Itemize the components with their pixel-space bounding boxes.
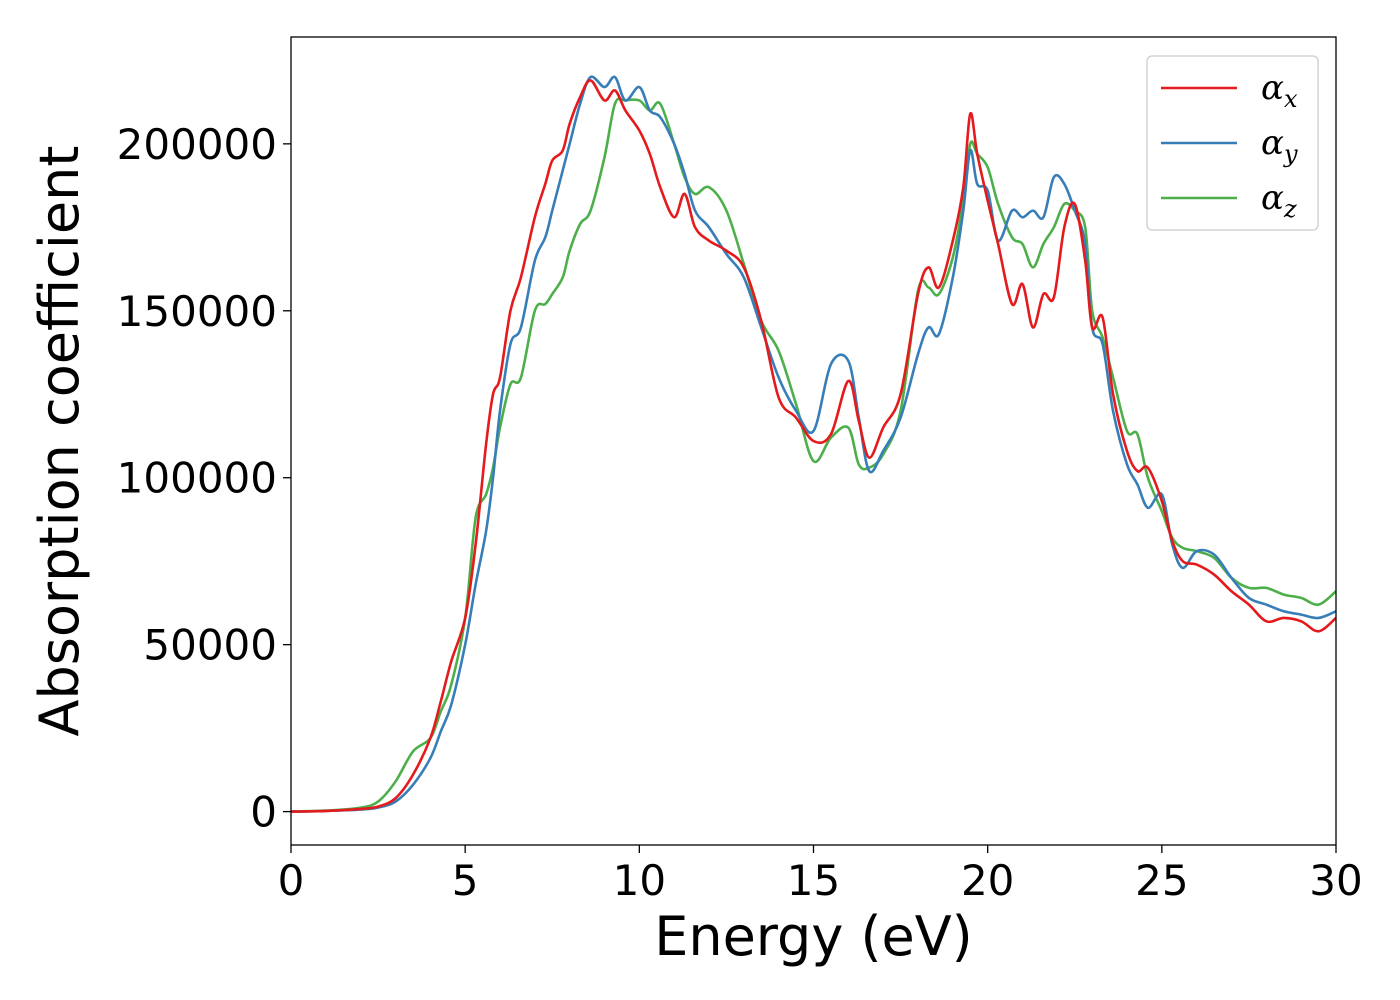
x-tick-label: 15 — [787, 856, 840, 905]
x-tick-label: 30 — [1309, 856, 1362, 905]
x-tick-label: 20 — [961, 856, 1014, 905]
legend-label-x: αx — [1261, 68, 1298, 113]
legend: αx αy αz — [1146, 55, 1319, 231]
legend-label-z: αz — [1261, 178, 1297, 223]
series-layer — [291, 75, 1336, 813]
series-line-x — [291, 79, 1336, 813]
y-tick-label: 100000 — [117, 454, 277, 503]
y-axis-title: Absorption coefficient — [28, 146, 91, 737]
x-tick-label: 0 — [278, 856, 305, 905]
y-tick-label: 150000 — [117, 287, 277, 336]
y-tick-label: 200000 — [117, 120, 277, 169]
x-tick-label: 5 — [452, 856, 479, 905]
x-tick-label: 25 — [1135, 856, 1188, 905]
series-line-z — [291, 97, 1336, 813]
y-tick-label: 50000 — [143, 621, 277, 670]
y-tick-label: 0 — [250, 788, 277, 837]
x-axis-title: Energy (eV) — [654, 905, 973, 968]
x-tick-label: 10 — [613, 856, 666, 905]
ticks-layer: 0 5 10 15 20 25 30 0 50000 100000 150000 200000 — [117, 120, 1363, 905]
series-line-y — [291, 75, 1336, 813]
legend-label-y: αy — [1261, 123, 1298, 168]
